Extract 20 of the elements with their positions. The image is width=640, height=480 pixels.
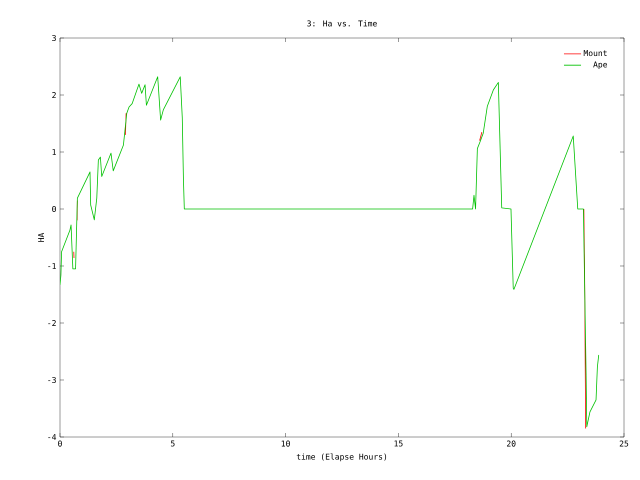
y-axis-title: HA <box>38 232 44 242</box>
y-tick-label: -3 <box>48 376 56 384</box>
chart-title: 3: Ha vs. Time <box>307 20 377 26</box>
line-series <box>60 76 600 428</box>
x-tick-label: 25 <box>620 440 628 447</box>
y-tick-label: -4 <box>48 434 56 440</box>
y-tick-label: 1 <box>52 149 56 155</box>
y-tick-label: 0 <box>52 206 56 212</box>
x-tick-label: 15 <box>394 440 403 446</box>
y-tick-label: -1 <box>48 263 56 269</box>
x-tick-label: 10 <box>282 440 290 447</box>
y-tick-label: 2 <box>52 92 56 98</box>
y-tick-label: 3 <box>52 34 56 42</box>
legend-label: Mount <box>584 50 607 56</box>
x-tick-label: 0 <box>58 440 62 447</box>
x-tick-label: 20 <box>506 440 516 447</box>
legend-label: Ape <box>593 62 608 70</box>
x-tick-label: 5 <box>170 440 175 446</box>
x-axis-title: time (Elapse Hours) <box>296 453 386 462</box>
y-tick-label: -2 <box>48 320 56 326</box>
